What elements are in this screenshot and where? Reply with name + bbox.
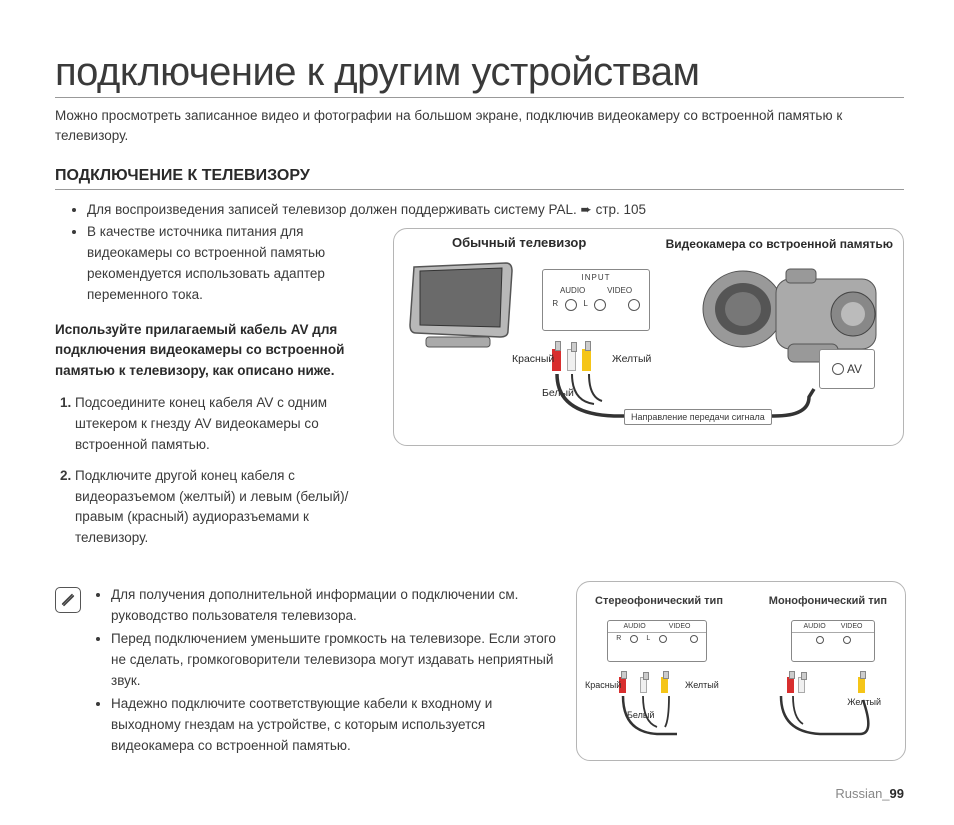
l-label: L [583,299,587,311]
note-list: Для получения дополнительной информации … [91,585,561,758]
step-list: Подсоедините конец кабеля AV с одним ште… [55,393,375,549]
rca-white-icon [567,349,576,371]
connection-diagram: Обычный телевизор Видеокамера со встроен… [393,228,904,446]
input-panel: INPUT AUDIO VIDEO R L [542,269,650,331]
bold-instruction: Используйте прилагаемый кабель AV для по… [55,320,375,381]
rca-plug-group [552,349,591,371]
av-jack-icon [832,363,844,375]
yellow-label: Желтый [612,353,651,365]
red-label: Красный [512,353,554,365]
connector-types-diagram: Стереофонический тип Монофонический тип … [576,581,906,761]
mono-cable [745,582,905,762]
content-columns: Для воспроизведения записей телевизор до… [55,200,904,560]
bullet-list: Для воспроизведения записей телевизор до… [55,200,375,307]
right-column: Обычный телевизор Видеокамера со встроен… [393,200,904,560]
jack-icon [594,299,606,311]
stereo-cable [577,582,747,762]
left-column: Для воспроизведения записей телевизор до… [55,200,375,560]
step-text: Подсоедините конец кабеля AV с одним ште… [75,395,327,452]
jack-icon [565,299,577,311]
audio-label: AUDIO [560,286,585,295]
input-label: INPUT [543,273,649,282]
note-item: Перед подключением уменьшите громкость н… [111,629,561,692]
note-item: Для получения дополнительной информации … [111,585,561,627]
step-text: Подключите другой конец кабеля с видеора… [75,468,348,546]
bullet-item: В качестве источника питания для видеока… [87,222,375,306]
footer-lang: Russian_ [835,786,889,801]
step-1: Подсоедините конец кабеля AV с одним ште… [75,393,375,456]
footer-page: 99 [890,786,904,801]
rca-yellow-icon [582,349,591,371]
page-footer: Russian_99 [835,786,904,801]
white-label: Белый [542,387,574,399]
note-icon [55,587,81,613]
manual-page: подключение к другим устройствам Можно п… [0,0,954,825]
intro-paragraph: Можно просмотреть записанное видео и фот… [55,106,904,147]
video-label: VIDEO [607,286,632,295]
jack-icon [628,299,640,311]
tv-label: Обычный телевизор [452,235,586,250]
step-2: Подключите другой конец кабеля с видеора… [75,466,375,550]
av-jack-panel: AV [819,349,875,389]
av-label: AV [847,362,862,376]
note-item: Надежно подключите соответствующие кабел… [111,694,561,757]
r-label: R [552,299,558,311]
section-title: ПОДКЛЮЧЕНИЕ К ТЕЛЕВИЗОРУ [55,167,904,190]
tv-icon [406,259,516,354]
signal-direction-label: Направление передачи сигнала [624,409,772,425]
page-title: подключение к другим устройствам [55,50,904,98]
